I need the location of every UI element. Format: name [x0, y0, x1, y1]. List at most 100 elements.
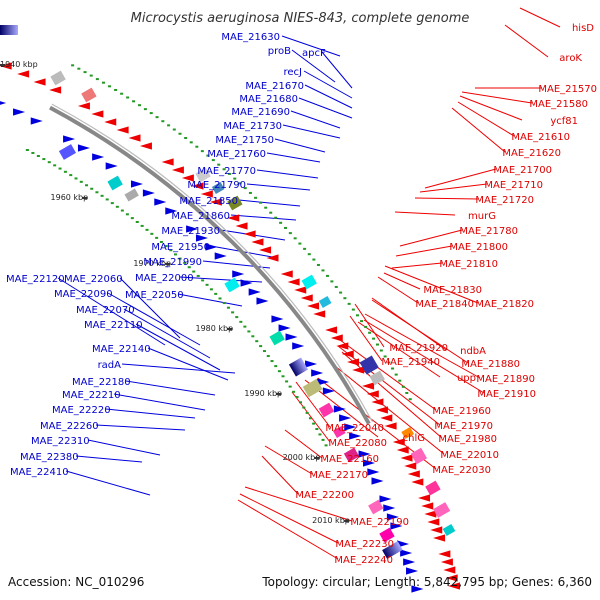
- reverse-gene-arrow[interactable]: [227, 214, 240, 222]
- feature-box[interactable]: [107, 175, 123, 191]
- forward-gene-arrow[interactable]: [379, 495, 392, 503]
- gene-label-right[interactable]: MAE_21980: [438, 434, 497, 445]
- reverse-gene-arrow[interactable]: [235, 222, 248, 230]
- forward-gene-arrow[interactable]: [344, 423, 357, 431]
- gene-label-left[interactable]: MAE_22050: [125, 290, 184, 301]
- forward-gene-arrow[interactable]: [406, 567, 419, 575]
- forward-gene-arrow[interactable]: [411, 585, 424, 593]
- feature-box[interactable]: [382, 541, 403, 559]
- gene-label-right[interactable]: MAE_22240: [334, 555, 393, 566]
- gene-label-left[interactable]: MAE_21670: [245, 81, 304, 92]
- forward-gene-arrow[interactable]: [322, 387, 335, 395]
- reverse-gene-arrow[interactable]: [266, 254, 279, 262]
- reverse-gene-arrow[interactable]: [17, 70, 30, 78]
- reverse-gene-arrow[interactable]: [371, 398, 384, 406]
- reverse-gene-arrow[interactable]: [341, 350, 354, 358]
- gene-label-right[interactable]: MAE_22170: [309, 470, 368, 481]
- gene-label-right[interactable]: MAE_21780: [459, 226, 518, 237]
- reverse-gene-arrow[interactable]: [418, 494, 431, 502]
- forward-gene-arrow[interactable]: [285, 333, 298, 341]
- gene-label-right[interactable]: upp: [457, 373, 476, 384]
- gene-label-right[interactable]: MAE_21890: [476, 374, 535, 385]
- reverse-gene-arrow[interactable]: [447, 582, 460, 590]
- forward-gene-arrow[interactable]: [358, 450, 371, 458]
- reverse-gene-arrow[interactable]: [251, 238, 264, 246]
- gene-label-left[interactable]: MAE_21850: [179, 196, 238, 207]
- gene-label-right[interactable]: MAE_21710: [484, 180, 543, 191]
- forward-gene-arrow[interactable]: [362, 459, 375, 467]
- gene-label-right[interactable]: MAE_22030: [432, 465, 491, 476]
- reverse-gene-arrow[interactable]: [352, 366, 365, 374]
- gene-label-right[interactable]: MAE_21810: [439, 259, 498, 270]
- reverse-gene-arrow[interactable]: [384, 422, 397, 430]
- gene-label-left[interactable]: proB: [268, 46, 291, 57]
- gene-label-right[interactable]: hisD: [572, 23, 594, 34]
- gene-label-right[interactable]: MAE_21720: [475, 195, 534, 206]
- reverse-gene-arrow[interactable]: [200, 190, 213, 198]
- reverse-gene-arrow[interactable]: [171, 166, 184, 174]
- gene-label-left[interactable]: MAE_22260: [40, 421, 99, 432]
- feature-box[interactable]: [410, 447, 428, 465]
- feature-box[interactable]: [227, 195, 243, 211]
- reverse-gene-arrow[interactable]: [0, 62, 12, 70]
- feature-box[interactable]: [433, 502, 451, 518]
- forward-gene-arrow[interactable]: [271, 315, 284, 323]
- gene-label-right[interactable]: MAE_21620: [502, 148, 561, 159]
- forward-gene-arrow[interactable]: [403, 558, 416, 566]
- forward-gene-arrow[interactable]: [317, 378, 330, 386]
- feature-box[interactable]: [332, 426, 346, 438]
- reverse-gene-arrow[interactable]: [128, 134, 141, 142]
- forward-gene-arrow[interactable]: [130, 180, 143, 188]
- gene-label-left[interactable]: MAE_22120: [6, 274, 65, 285]
- reverse-gene-arrow[interactable]: [91, 110, 104, 118]
- gene-label-right[interactable]: MAE_21940: [381, 357, 440, 368]
- feature-box[interactable]: [359, 355, 379, 375]
- gene-label-right[interactable]: MAE_22200: [295, 490, 354, 501]
- feature-box[interactable]: [425, 480, 441, 496]
- reverse-gene-arrow[interactable]: [430, 526, 443, 534]
- gene-label-right[interactable]: MAE_21830: [423, 285, 482, 296]
- feature-box[interactable]: [269, 330, 285, 346]
- forward-gene-arrow[interactable]: [232, 270, 245, 278]
- gene-label-left[interactable]: MAE_21760: [207, 149, 266, 160]
- forward-gene-arrow[interactable]: [105, 162, 118, 170]
- reverse-gene-arrow[interactable]: [336, 342, 349, 350]
- forward-gene-arrow[interactable]: [205, 243, 218, 251]
- gene-label-right[interactable]: MAE_22160: [320, 454, 379, 465]
- reverse-gene-arrow[interactable]: [139, 142, 152, 150]
- reverse-gene-arrow[interactable]: [438, 550, 451, 558]
- reverse-gene-arrow[interactable]: [191, 182, 204, 190]
- reverse-gene-arrow[interactable]: [313, 310, 326, 318]
- reverse-gene-arrow[interactable]: [209, 198, 222, 206]
- feature-box[interactable]: [369, 370, 385, 386]
- gene-label-right[interactable]: MAE_22230: [335, 539, 394, 550]
- forward-gene-arrow[interactable]: [256, 297, 269, 305]
- reverse-gene-arrow[interactable]: [445, 574, 458, 582]
- gene-label-right[interactable]: murG: [468, 211, 496, 222]
- forward-gene-arrow[interactable]: [349, 432, 362, 440]
- reverse-gene-arrow[interactable]: [362, 382, 375, 390]
- reverse-gene-arrow[interactable]: [396, 446, 409, 454]
- feature-box[interactable]: [368, 499, 384, 515]
- feature-box[interactable]: [318, 296, 332, 308]
- reverse-gene-arrow[interactable]: [77, 102, 90, 110]
- feature-box[interactable]: [318, 402, 335, 418]
- forward-gene-arrow[interactable]: [214, 252, 227, 260]
- reverse-gene-arrow[interactable]: [427, 518, 440, 526]
- gene-label-left[interactable]: MAE_22070: [76, 305, 135, 316]
- reverse-gene-arrow[interactable]: [411, 478, 424, 486]
- gene-label-left[interactable]: MAE_22060: [64, 274, 123, 285]
- reverse-gene-arrow[interactable]: [104, 118, 117, 126]
- reverse-gene-arrow[interactable]: [294, 286, 307, 294]
- reverse-gene-arrow[interactable]: [366, 390, 379, 398]
- forward-gene-arrow[interactable]: [248, 288, 261, 296]
- gene-label-left[interactable]: MAE_22410: [10, 467, 69, 478]
- forward-gene-arrow[interactable]: [333, 405, 346, 413]
- gene-label-left[interactable]: MAE_21860: [171, 211, 230, 222]
- gene-label-right[interactable]: MAE_21970: [434, 421, 493, 432]
- gene-label-right[interactable]: MAE_21570: [538, 84, 597, 95]
- gene-label-right[interactable]: MAE_21920: [389, 343, 448, 354]
- feature-box[interactable]: [401, 427, 415, 439]
- reverse-gene-arrow[interactable]: [392, 438, 405, 446]
- reverse-gene-arrow[interactable]: [375, 406, 388, 414]
